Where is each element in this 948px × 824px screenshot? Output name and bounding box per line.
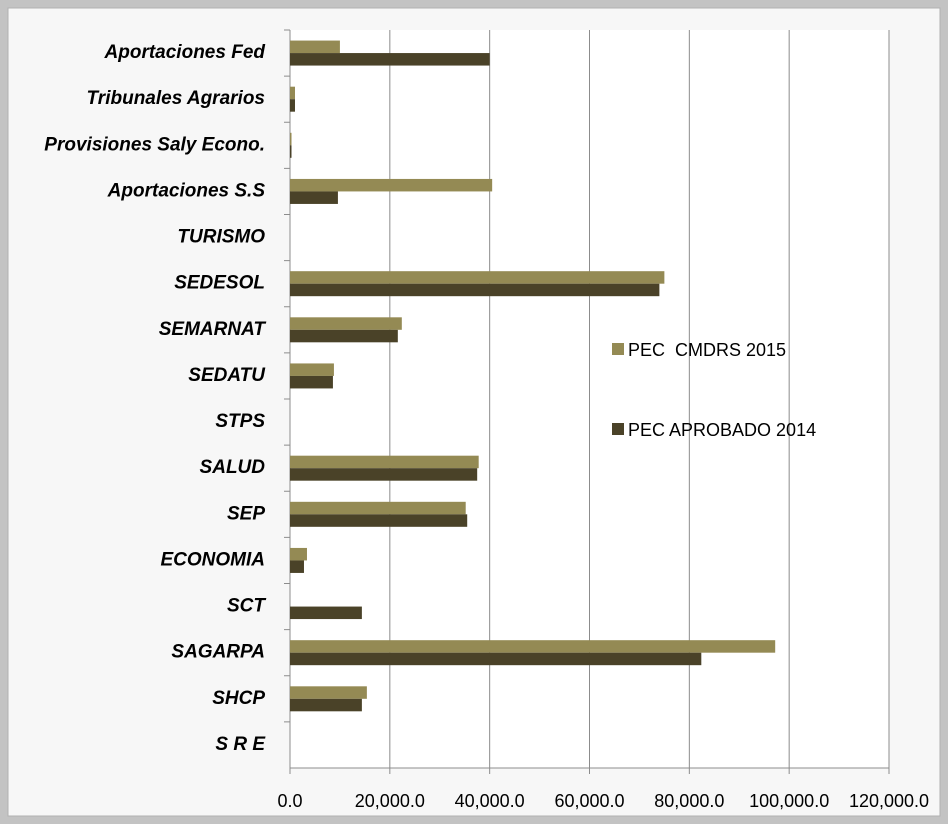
y-tick-label: SEP <box>227 503 265 524</box>
bar <box>290 178 493 192</box>
x-tick-label: 60,000.0 <box>554 791 624 811</box>
bar <box>290 271 665 284</box>
bar <box>290 86 295 100</box>
bar <box>290 606 362 620</box>
y-tick-label: STPS <box>215 411 265 432</box>
bar <box>290 53 490 66</box>
bar <box>290 132 292 146</box>
legend-label: PEC CMDRS 2015 <box>628 340 787 360</box>
y-tick-label: SCT <box>227 596 266 617</box>
bar <box>290 455 479 469</box>
bar <box>290 686 367 699</box>
bar <box>290 40 340 54</box>
legend-swatch <box>612 423 624 435</box>
bar <box>290 329 398 343</box>
y-tick-label: SHCP <box>212 688 265 709</box>
bar <box>290 547 307 561</box>
y-tick-label: SEDATU <box>188 365 266 386</box>
y-tick-label: Provisiones Saly Econo. <box>44 134 265 155</box>
y-tick-label: Aportaciones Fed <box>104 42 266 63</box>
y-tick-label: SEDESOL <box>174 273 265 294</box>
y-tick-label: SALUD <box>200 457 266 478</box>
y-tick-label: ECONOMIA <box>161 549 266 570</box>
bar <box>290 317 402 330</box>
x-tick-label: 80,000.0 <box>654 791 724 811</box>
y-tick-label: Tribunales Agrarios <box>87 88 265 109</box>
bar <box>290 145 292 158</box>
legend-item: PEC CMDRS 2015 <box>612 338 818 362</box>
bar <box>290 99 295 112</box>
x-tick-label: 0.0 <box>277 791 302 811</box>
x-tick-label: 20,000.0 <box>355 791 425 811</box>
bar <box>290 514 468 527</box>
legend-swatch <box>612 343 624 355</box>
y-tick-label: S R E <box>215 734 266 755</box>
y-tick-label: Aportaciones S.S <box>107 180 266 201</box>
bar <box>290 560 304 573</box>
legend-label: PEC APROBADO 2014 <box>628 420 817 440</box>
bar <box>290 698 362 712</box>
bar <box>290 191 338 204</box>
bar <box>290 468 478 481</box>
x-tick-label: 100,000.0 <box>749 791 829 811</box>
legend-item: PEC APROBADO 2014 <box>612 418 818 442</box>
bar <box>290 375 333 389</box>
y-tick-label: SAGARPA <box>171 642 265 663</box>
x-tick-label: 40,000.0 <box>455 791 525 811</box>
bar <box>290 363 334 376</box>
bar <box>290 283 660 297</box>
x-tick-label: 120,000.0 <box>849 791 929 811</box>
bar <box>290 652 702 666</box>
bar <box>290 501 466 515</box>
y-tick-label: TURISMO <box>177 227 265 248</box>
bar <box>290 640 776 653</box>
y-tick-label: SEMARNAT <box>159 319 267 340</box>
